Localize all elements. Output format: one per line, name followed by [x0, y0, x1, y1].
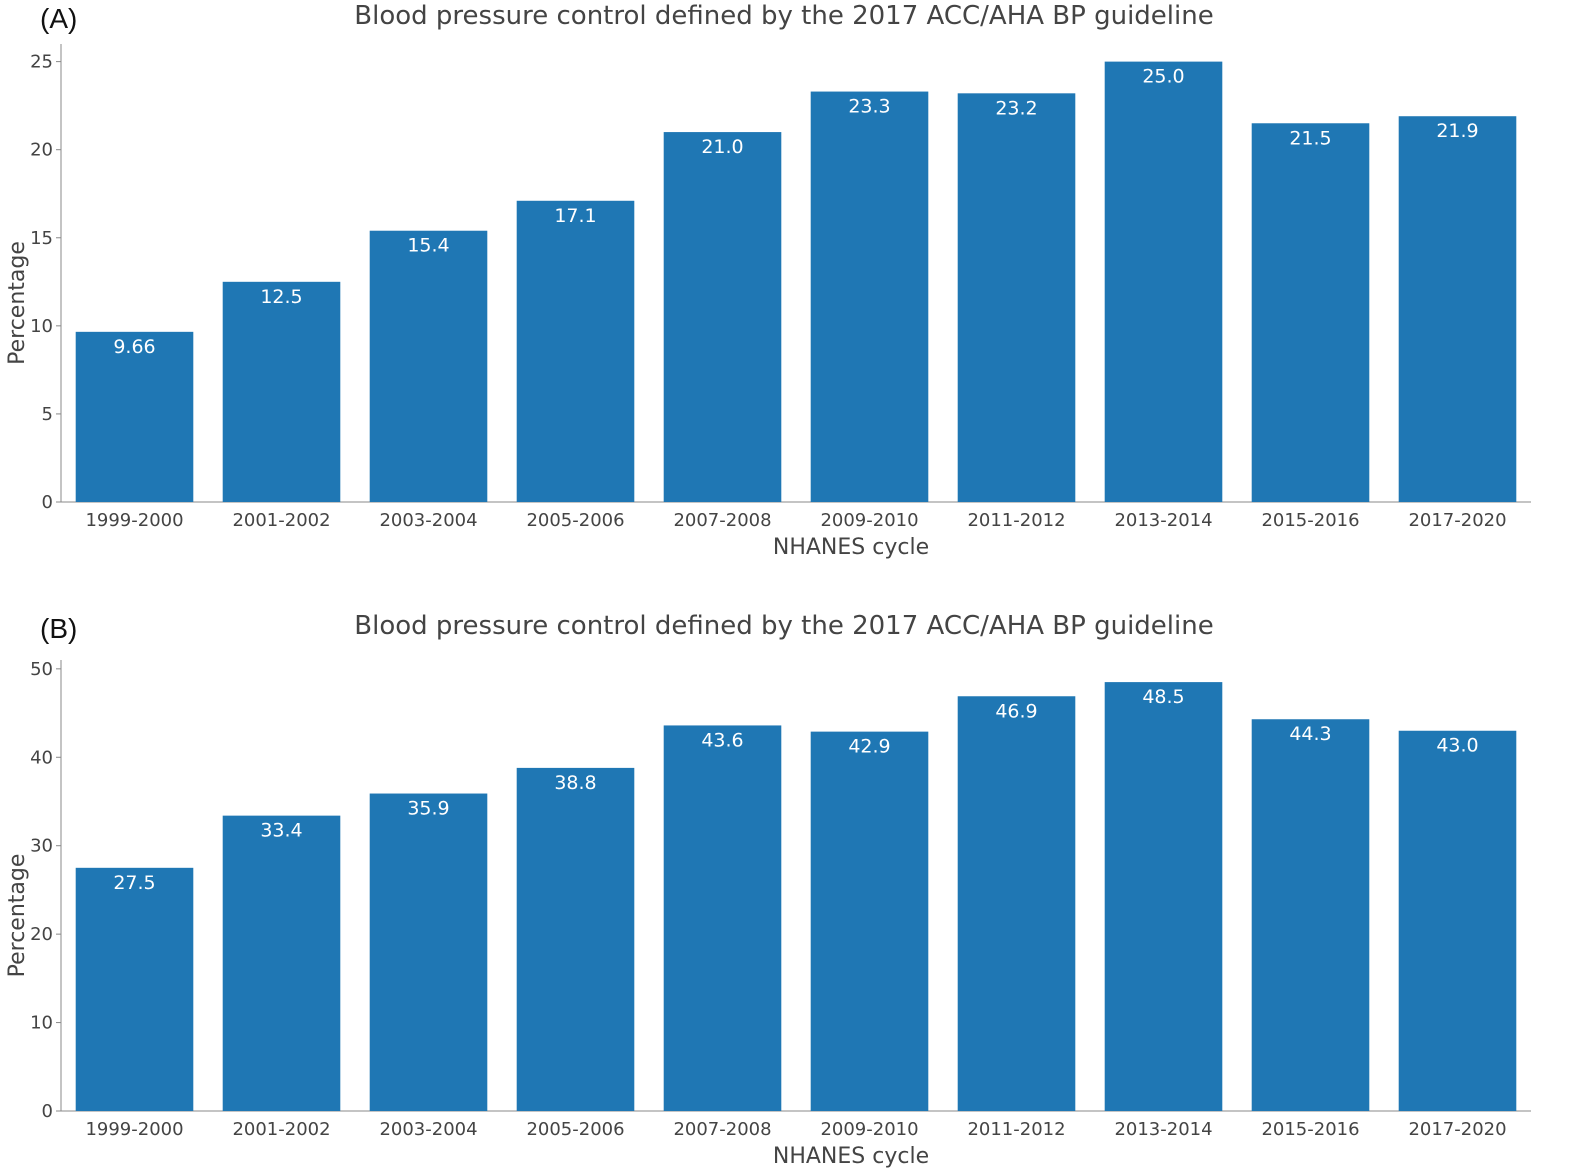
- chart-panel-1: (B) Blood pressure control defined by the…: [5, 611, 1531, 1169]
- x-tick-label: 1999-2000: [85, 510, 183, 531]
- x-tick-label: 1999-2000: [85, 1119, 183, 1140]
- bar-data-label: 43.0: [1436, 735, 1478, 757]
- bar-data-label: 35.9: [407, 798, 449, 820]
- x-tick-label: 2011-2012: [967, 1119, 1065, 1140]
- chart-title: Blood pressure control defined by the 20…: [354, 1, 1213, 31]
- y-tick-label: 20: [30, 924, 53, 945]
- bar-data-label: 21.9: [1436, 120, 1478, 142]
- y-axis-title: Percentage: [5, 241, 30, 365]
- chart-panel-0: (A) Blood pressure control defined by the…: [5, 1, 1531, 560]
- x-tick-label: 2011-2012: [967, 510, 1065, 531]
- x-axis-title: NHANES cycle: [773, 1144, 929, 1169]
- y-tick-label: 40: [30, 747, 53, 768]
- y-tick-label: 15: [30, 228, 53, 249]
- y-tick-label: 10: [30, 316, 53, 337]
- bar-2011-2012: [957, 696, 1076, 1111]
- x-tick-label: 2003-2004: [379, 510, 477, 531]
- bar-2001-2002: [222, 281, 341, 502]
- bar-2013-2014: [1104, 61, 1223, 502]
- x-tick-label: 2009-2010: [820, 1119, 918, 1140]
- bar-2015-2016: [1251, 719, 1370, 1111]
- bar-2015-2016: [1251, 123, 1370, 503]
- x-tick-label: 2003-2004: [379, 1119, 477, 1140]
- y-axis-title: Percentage: [5, 854, 30, 978]
- y-tick-label: 50: [30, 659, 53, 680]
- bar-2007-2008: [663, 132, 782, 503]
- bar-data-label: 15.4: [407, 235, 449, 257]
- bar-2013-2014: [1104, 682, 1223, 1111]
- bar-data-label: 48.5: [1142, 686, 1184, 708]
- x-axis-title: NHANES cycle: [773, 535, 929, 560]
- x-tick-label: 2005-2006: [526, 1119, 624, 1140]
- bar-1999-2000: [75, 331, 194, 502]
- x-tick-label: 2013-2014: [1114, 510, 1212, 531]
- panel-label: (A): [40, 3, 77, 34]
- y-tick-label: 0: [42, 1101, 53, 1122]
- x-tick-label: 2005-2006: [526, 510, 624, 531]
- x-tick-label: 2017-2020: [1408, 510, 1506, 531]
- y-tick-label: 25: [30, 52, 53, 73]
- y-tick-label: 0: [42, 492, 53, 513]
- x-tick-label: 2013-2014: [1114, 1119, 1212, 1140]
- bar-2005-2006: [516, 200, 635, 502]
- x-tick-label: 2001-2002: [232, 510, 330, 531]
- bar-data-label: 21.5: [1289, 127, 1331, 149]
- bar-2003-2004: [369, 793, 488, 1111]
- bar-data-label: 25.0: [1142, 66, 1184, 88]
- bar-data-label: 43.6: [701, 729, 743, 751]
- bar-data-label: 23.3: [848, 96, 890, 118]
- bar-data-label: 27.5: [113, 872, 155, 894]
- bar-2003-2004: [369, 230, 488, 502]
- bar-data-label: 38.8: [554, 772, 596, 794]
- bar-data-label: 12.5: [260, 286, 302, 308]
- bar-data-label: 42.9: [848, 736, 890, 758]
- x-tick-label: 2017-2020: [1408, 1119, 1506, 1140]
- panel-label: (B): [40, 613, 77, 644]
- x-tick-label: 2015-2016: [1261, 1119, 1359, 1140]
- bar-2017-2020: [1398, 730, 1517, 1111]
- bar-2017-2020: [1398, 116, 1517, 502]
- bar-data-label: 21.0: [701, 136, 743, 158]
- bar-2005-2006: [516, 767, 635, 1111]
- bar-data-label: 9.66: [113, 336, 155, 358]
- bar-data-label: 44.3: [1289, 723, 1331, 745]
- x-tick-label: 2001-2002: [232, 1119, 330, 1140]
- y-tick-label: 10: [30, 1013, 53, 1034]
- y-tick-label: 30: [30, 836, 53, 857]
- x-tick-label: 2007-2008: [673, 1119, 771, 1140]
- bar-2009-2010: [810, 91, 929, 503]
- x-tick-label: 2015-2016: [1261, 510, 1359, 531]
- bar-data-label: 23.2: [995, 97, 1037, 119]
- bar-data-label: 33.4: [260, 820, 302, 842]
- bar-2007-2008: [663, 725, 782, 1111]
- bar-2011-2012: [957, 93, 1076, 503]
- x-tick-label: 2007-2008: [673, 510, 771, 531]
- bar-2001-2002: [222, 815, 341, 1111]
- bar-data-label: 17.1: [554, 205, 596, 227]
- y-tick-label: 20: [30, 140, 53, 161]
- x-tick-label: 2009-2010: [820, 510, 918, 531]
- bar-data-label: 46.9: [995, 700, 1037, 722]
- bar-1999-2000: [75, 867, 194, 1111]
- chart-title: Blood pressure control defined by the 20…: [354, 611, 1213, 641]
- bar-2009-2010: [810, 731, 929, 1111]
- y-tick-label: 5: [42, 404, 53, 425]
